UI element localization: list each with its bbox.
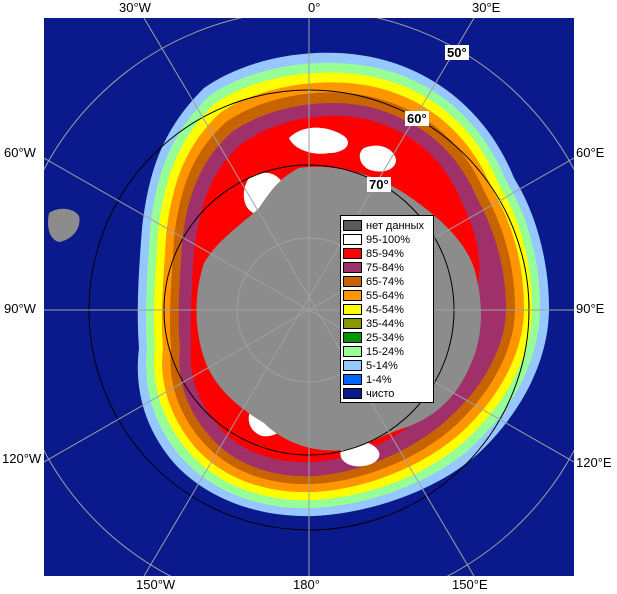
lat-label-60: 60° xyxy=(405,111,429,126)
legend-item: 65-74% xyxy=(343,275,404,288)
legend-swatch xyxy=(343,332,362,343)
lon-label-180: 180° xyxy=(293,577,320,592)
lon-label-120w: 120°W xyxy=(2,451,42,466)
legend-swatch xyxy=(343,360,362,371)
legend-item: 1-4% xyxy=(343,373,392,386)
map-frame xyxy=(44,18,574,576)
legend-label: 75-84% xyxy=(366,261,404,274)
legend-item: 95-100% xyxy=(343,233,410,246)
lon-label-60w: 60°W xyxy=(4,145,36,160)
legend-swatch xyxy=(343,248,362,259)
lon-label-150e: 150°E xyxy=(452,577,488,592)
lon-label-0: 0° xyxy=(308,0,321,15)
legend-swatch xyxy=(343,318,362,329)
legend-item: 85-94% xyxy=(343,247,404,260)
legend: нет данных 95-100% 85-94% 75-84% 65-74% 55-64… xyxy=(340,215,434,403)
lon-label-90e: 90°E xyxy=(576,301,605,316)
antarctica-peninsula xyxy=(224,210,263,249)
lon-label-60e: 60°E xyxy=(576,145,605,160)
lon-label-120e: 120°E xyxy=(576,455,612,470)
graticule xyxy=(44,18,574,576)
legend-item: 45-54% xyxy=(343,303,404,316)
legend-item: 15-24% xyxy=(343,345,404,358)
legend-label: нет данных xyxy=(366,219,425,232)
legend-label: 35-44% xyxy=(366,317,404,330)
legend-label: чисто xyxy=(366,387,395,400)
legend-swatch xyxy=(343,388,362,399)
legend-item: 75-84% xyxy=(343,261,404,274)
legend-item: 25-34% xyxy=(343,331,404,344)
lon-label-30e-top: 30°E xyxy=(472,0,501,15)
lat-label-70: 70° xyxy=(367,177,391,192)
legend-label: 55-64% xyxy=(366,289,404,302)
sea-ice-map xyxy=(44,18,574,576)
legend-swatch xyxy=(343,304,362,315)
legend-label: 5-14% xyxy=(366,359,398,372)
legend-label: 45-54% xyxy=(366,303,404,316)
legend-item: нет данных xyxy=(343,219,424,232)
legend-label: 65-74% xyxy=(366,275,404,288)
legend-swatch xyxy=(343,262,362,273)
lon-label-150w: 150°W xyxy=(136,577,176,592)
lat-label-50: 50° xyxy=(445,45,469,60)
legend-label: 85-94% xyxy=(366,247,404,260)
legend-label: 95-100% xyxy=(366,233,411,246)
legend-swatch xyxy=(343,220,362,231)
legend-label: 15-24% xyxy=(366,345,404,358)
lon-label-30w-top: 30°W xyxy=(119,0,151,15)
legend-swatch xyxy=(343,346,362,357)
legend-label: 25-34% xyxy=(366,331,404,344)
lon-label-90w: 90°W xyxy=(4,301,36,316)
legend-item: 55-64% xyxy=(343,289,404,302)
south-america-land xyxy=(48,208,80,242)
legend-item: 5-14% xyxy=(343,359,398,372)
legend-swatch xyxy=(343,276,362,287)
legend-swatch xyxy=(343,290,362,301)
legend-label: 1-4% xyxy=(366,373,392,386)
legend-item: 35-44% xyxy=(343,317,404,330)
legend-item: чисто xyxy=(343,387,394,400)
legend-swatch xyxy=(343,374,362,385)
legend-swatch xyxy=(343,234,362,245)
